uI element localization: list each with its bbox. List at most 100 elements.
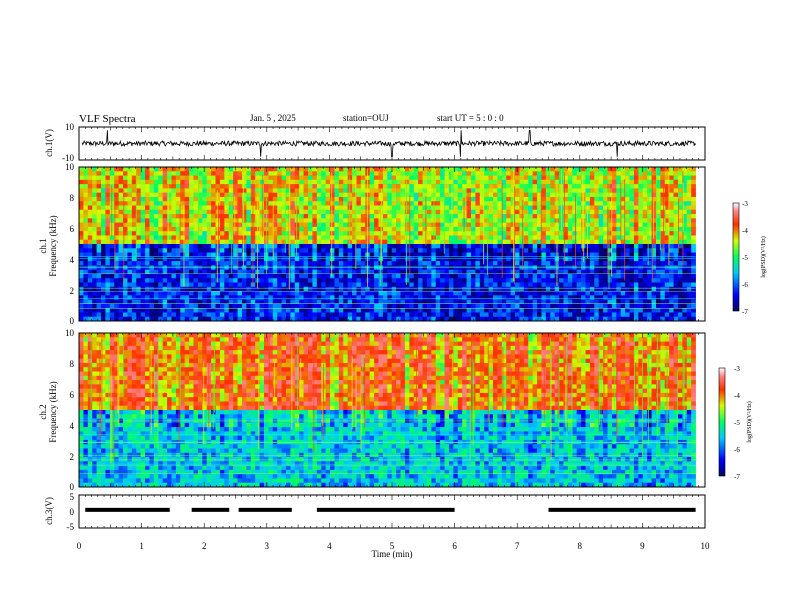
- spectrogram-cell: [647, 205, 652, 211]
- spectrogram-cell: [418, 235, 423, 241]
- spectrogram-cell: [149, 244, 155, 249]
- spectrogram-cell: [651, 175, 657, 181]
- spectrogram-cell: [594, 312, 600, 318]
- spectrogram-cell: [312, 235, 318, 241]
- spectrogram-cell: [426, 218, 432, 223]
- spectrogram-cell: [374, 218, 379, 223]
- spectrogram-cell: [193, 175, 199, 181]
- spectrogram-cell: [202, 171, 208, 176]
- spectrogram-cell: [532, 291, 538, 296]
- spectrogram-cell: [488, 273, 494, 279]
- spectrogram-cell: [197, 291, 203, 296]
- spectrogram-cell: [594, 201, 600, 206]
- spectrogram-cell: [563, 205, 569, 211]
- spectrogram-cell: [660, 235, 666, 241]
- spectrogram-cell: [510, 299, 516, 305]
- spectrogram-cell: [382, 278, 388, 283]
- spectrogram-cell: [356, 273, 362, 279]
- spectrogram-cell: [396, 214, 401, 219]
- spectrogram-cell: [224, 316, 230, 322]
- spectrogram-cell: [145, 278, 150, 283]
- spectrogram-cell: [462, 222, 467, 228]
- spectrogram-cell: [308, 209, 313, 215]
- spectrogram-cell: [515, 303, 520, 309]
- spectrogram-cell: [519, 188, 525, 193]
- spectrogram-cell: [479, 286, 485, 292]
- spectrogram-cell: [457, 278, 463, 283]
- spectrogram-cell: [537, 175, 542, 181]
- spectrogram-cell: [131, 265, 137, 270]
- spectrogram-cell: [576, 209, 582, 215]
- spectrogram-cell: [594, 316, 600, 322]
- spectrogram-cell: [413, 222, 419, 228]
- spectrogram-cell: [475, 291, 481, 296]
- spectrogram-cell: [629, 226, 635, 232]
- spectrogram-cell: [607, 231, 613, 236]
- spectrogram-cell: [299, 188, 304, 193]
- spectrogram-cell: [145, 312, 150, 318]
- spectrogram-cell: [101, 261, 106, 266]
- spectrogram-cell: [515, 226, 520, 232]
- spectrogram-cell: [131, 282, 137, 288]
- spectrogram-cell: [162, 179, 168, 185]
- spectrogram-cell: [158, 299, 163, 305]
- spectrogram-cell: [325, 222, 331, 228]
- spectrogram-cell: [228, 222, 234, 228]
- spectrogram-cell: [382, 184, 388, 189]
- spectrogram-cell: [378, 286, 384, 292]
- spectrogram-cell: [114, 167, 119, 172]
- spectrogram-cell: [219, 244, 225, 249]
- spectrogram-cell: [87, 299, 93, 305]
- spectrogram-cell: [475, 282, 481, 288]
- spectrogram-cell: [281, 295, 287, 300]
- spectrogram-cell: [334, 205, 340, 211]
- spectrogram-cell: [145, 273, 150, 279]
- spectrogram-cell: [316, 226, 322, 232]
- spectrogram-cell: [347, 239, 353, 245]
- spectrogram-cell: [387, 316, 393, 322]
- spectrogram-cell: [316, 295, 322, 300]
- spectrogram-cell: [175, 278, 181, 283]
- spectrogram-cell: [290, 316, 296, 322]
- spectrogram-cell: [180, 312, 185, 318]
- spectrogram-cell: [312, 201, 318, 206]
- spectrogram-cell: [312, 218, 318, 223]
- spectrogram-cell: [101, 214, 106, 219]
- spectrogram-cell: [629, 175, 635, 181]
- spectrogram-cell: [277, 244, 282, 249]
- spectrogram-cell: [616, 196, 622, 202]
- spectrogram-cell: [611, 226, 617, 232]
- spectrogram-cell: [488, 261, 494, 266]
- spectrogram-cell: [105, 167, 111, 172]
- spectrogram-cell: [470, 278, 476, 283]
- spectrogram-cell: [237, 308, 243, 313]
- spectrogram-cell: [83, 269, 89, 275]
- spectrogram-cell: [352, 252, 357, 258]
- spectrogram-cell: [153, 261, 159, 266]
- spectrogram-cell: [611, 312, 617, 318]
- spectrogram-cell: [87, 231, 93, 236]
- spectrogram-cell: [528, 291, 533, 296]
- spectrogram-cell: [153, 184, 159, 189]
- spectrogram-cell: [114, 261, 119, 266]
- spectrogram-cell: [440, 308, 445, 313]
- spectrogram-cell: [158, 256, 163, 262]
- spectrogram-cell: [246, 192, 252, 198]
- spectrogram-cell: [625, 222, 630, 228]
- spectrogram-cell: [391, 214, 397, 219]
- spectrogram-cell: [563, 175, 569, 181]
- spectrogram-cell: [206, 273, 212, 279]
- spectrogram-cell: [92, 201, 97, 206]
- spectrogram-cell: [400, 184, 406, 189]
- spectrogram-cell: [347, 226, 353, 232]
- spectrogram-cell: [321, 179, 326, 185]
- spectrogram-cell: [246, 171, 252, 176]
- spectrogram-cell: [457, 179, 463, 185]
- spectrogram-cell: [197, 196, 203, 202]
- spectrogram-cell: [484, 312, 489, 318]
- spectrogram-cell: [241, 218, 247, 223]
- spectrogram-cell: [123, 222, 128, 228]
- spectrogram-cell: [382, 218, 388, 223]
- spectrogram-cell: [180, 303, 185, 309]
- spectrogram-cell: [607, 248, 613, 253]
